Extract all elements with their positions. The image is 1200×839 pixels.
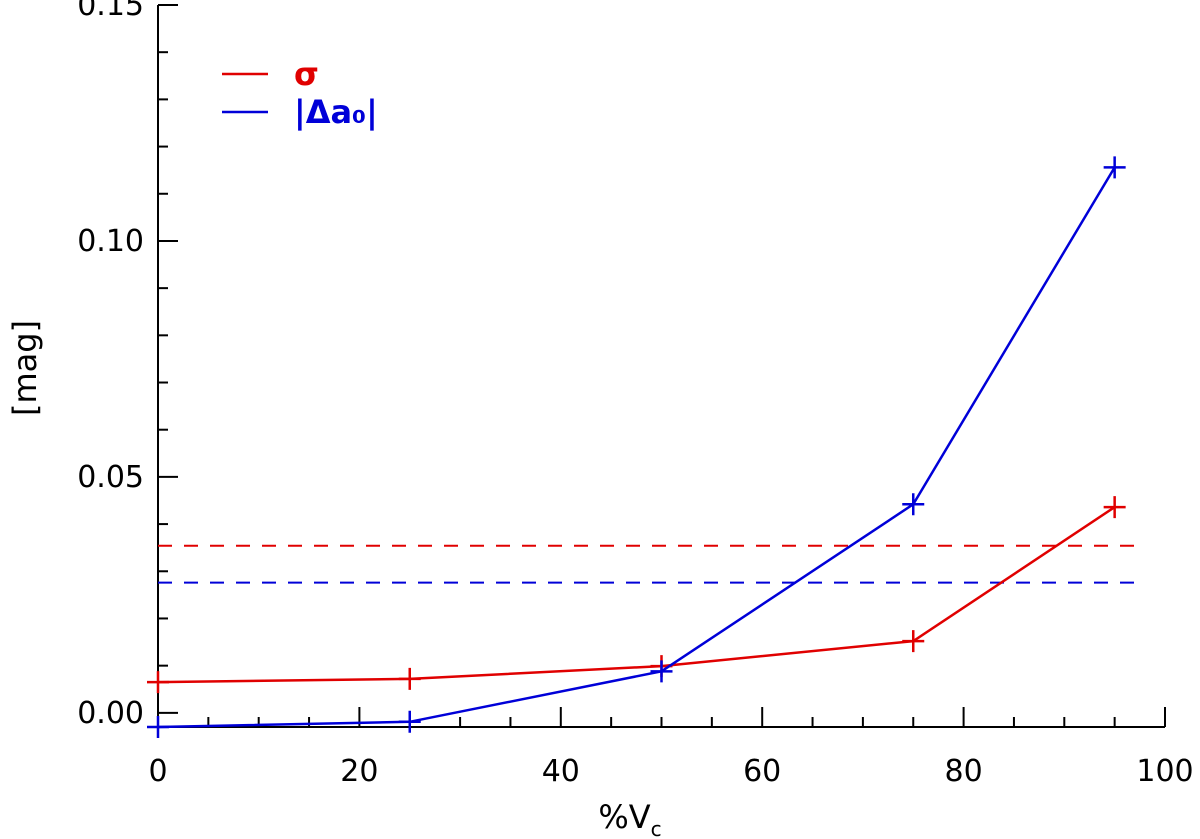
- series-line: [157, 166, 1116, 729]
- data-point: [147, 716, 169, 738]
- y-tick-label: 0.00: [77, 696, 144, 731]
- series-group: [147, 496, 1126, 694]
- x-tick-label: 60: [743, 754, 781, 789]
- y-tick-label: 0.10: [77, 224, 144, 259]
- y-tick-label: 0.15: [77, 0, 144, 23]
- legend-label: σ: [294, 55, 319, 93]
- data-point: [1103, 496, 1126, 519]
- reference-lines: [158, 544, 1145, 584]
- y-axis: 0.00 0.05 0.10 0.15: [77, 0, 178, 731]
- x-axis-title: %Vc: [598, 798, 661, 839]
- y-axis-title: [mag]: [6, 320, 44, 416]
- x-tick-label: 80: [945, 754, 983, 789]
- x-tick-label: 40: [542, 754, 580, 789]
- x-tick-label: 100: [1136, 754, 1193, 789]
- x-axis-title-main: %V: [598, 798, 650, 836]
- data-point: [147, 671, 169, 694]
- plot-series: [147, 156, 1126, 738]
- x-tick-label: 0: [148, 754, 167, 789]
- data-point: [902, 630, 925, 653]
- data-point: [650, 660, 673, 683]
- x-axis: 0 20 40 60 80 100: [148, 707, 1194, 789]
- series-group: [147, 156, 1126, 738]
- data-point: [398, 667, 421, 690]
- x-axis-title-sub: c: [651, 817, 662, 839]
- data-point: [1103, 156, 1126, 179]
- x-tick-label: 20: [340, 754, 378, 789]
- series-line: [157, 506, 1116, 684]
- y-tick-label: 0.05: [77, 460, 144, 495]
- data-point: [902, 493, 925, 516]
- data-point: [398, 710, 421, 733]
- legend: σ|Δa₀|: [222, 55, 378, 132]
- legend-label: |Δa₀|: [294, 93, 378, 132]
